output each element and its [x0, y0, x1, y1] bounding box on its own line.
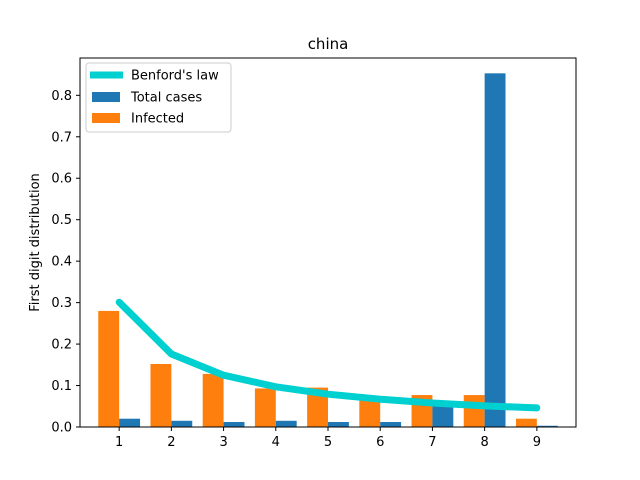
y-tick-label: 0.6 — [51, 172, 72, 187]
infected-bar-4 — [254, 388, 276, 427]
y-tick-label: 0.3 — [51, 296, 72, 311]
infected-bar-8 — [463, 395, 485, 427]
x-tick-label: 8 — [480, 435, 488, 450]
total-cases-bar-4 — [275, 420, 297, 427]
total-cases-bars — [119, 73, 558, 427]
total-cases-bar-1 — [119, 418, 141, 427]
legend-label: Total cases — [130, 91, 202, 106]
x-tick-label: 7 — [428, 435, 436, 450]
legend-swatch-total-cases — [92, 92, 120, 102]
total-cases-bar-9 — [536, 425, 558, 427]
y-tick-label: 0.1 — [51, 379, 72, 394]
legend-swatch-infected — [92, 113, 120, 123]
legend-frame — [85, 62, 232, 133]
infected-bar-6 — [359, 398, 381, 427]
infected-bar-5 — [307, 387, 328, 427]
infected-bars — [98, 310, 537, 427]
x-tick-label: 1 — [115, 435, 123, 450]
infected-bar-2 — [150, 363, 172, 427]
y-tick-label: 0.7 — [51, 130, 72, 145]
y-tick-label: 0.4 — [51, 255, 72, 270]
total-cases-bar-3 — [223, 422, 245, 427]
total-cases-bar-2 — [171, 420, 193, 427]
chart-title: china — [308, 35, 349, 53]
benford-line — [115, 298, 541, 412]
legend: Benford's law Total cases Infected — [85, 62, 232, 133]
x-tick-label: 4 — [272, 435, 280, 450]
total-cases-bar-5 — [328, 422, 349, 427]
x-tick-label: 2 — [167, 435, 175, 450]
x-tick-label: 9 — [533, 435, 541, 450]
y-tick-label: 0.2 — [51, 338, 72, 353]
y-tick-label: 0.0 — [51, 421, 72, 436]
legend-label: Infected — [131, 112, 184, 127]
y-axis-label: First digit distribution — [28, 173, 43, 312]
benford-line-group — [115, 298, 541, 412]
legend-label: Benford's law — [131, 69, 219, 84]
x-tick-label: 5 — [324, 435, 332, 450]
infected-bar-9 — [515, 418, 537, 427]
y-tick-label: 0.5 — [51, 213, 72, 228]
total-cases-bar-8 — [484, 73, 506, 427]
x-axis-ticks: 1 2 3 4 5 6 7 8 9 — [115, 427, 541, 450]
total-cases-bar-6 — [380, 422, 402, 427]
total-cases-bar-7 — [432, 406, 454, 427]
y-axis-ticks: 0.0 0.1 0.2 0.3 0.4 0.5 0.6 0.7 0.8 — [51, 89, 80, 436]
infected-bar-3 — [202, 373, 224, 427]
x-tick-label: 3 — [219, 435, 227, 450]
y-tick-label: 0.8 — [51, 89, 72, 104]
infected-bar-1 — [98, 310, 120, 427]
x-tick-label: 6 — [376, 435, 384, 450]
